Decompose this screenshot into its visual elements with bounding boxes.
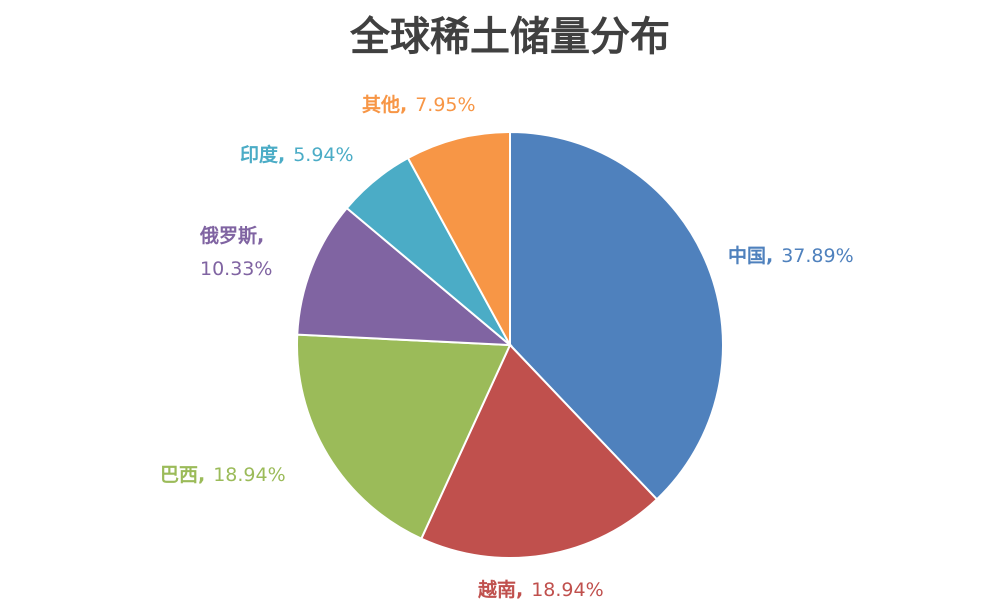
category-label: 印度,: [240, 143, 285, 166]
category-label: 中国,: [728, 244, 773, 267]
value-label: 10.33%: [200, 258, 272, 280]
data-label: 越南, 18.94%: [477, 578, 604, 601]
value-label: 5.94%: [293, 144, 353, 166]
value-label: 7.95%: [415, 94, 475, 116]
data-label: 其他, 7.95%: [362, 93, 476, 116]
category-label: 巴西,: [160, 464, 205, 486]
category-label: 越南,: [477, 578, 523, 601]
data-label: 俄罗斯, 10.33%: [199, 224, 272, 280]
chart-title: 全球稀土储量分布: [349, 13, 670, 60]
pie-slice: [296, 206, 513, 347]
pie-slice: [296, 333, 512, 540]
pie-slice: [509, 130, 724, 501]
pie-slice: [406, 130, 511, 346]
data-label: 巴西, 18.94%: [160, 464, 286, 486]
data-label: 中国, 37.89%: [728, 244, 854, 267]
category-label: 俄罗斯,: [199, 224, 264, 247]
data-label: 印度, 5.94%: [240, 143, 354, 166]
value-label: 18.94%: [531, 579, 603, 601]
category-label: 其他,: [362, 93, 407, 116]
value-label: 18.94%: [213, 464, 285, 486]
pie-slice: [419, 343, 659, 559]
value-label: 37.89%: [781, 245, 853, 267]
